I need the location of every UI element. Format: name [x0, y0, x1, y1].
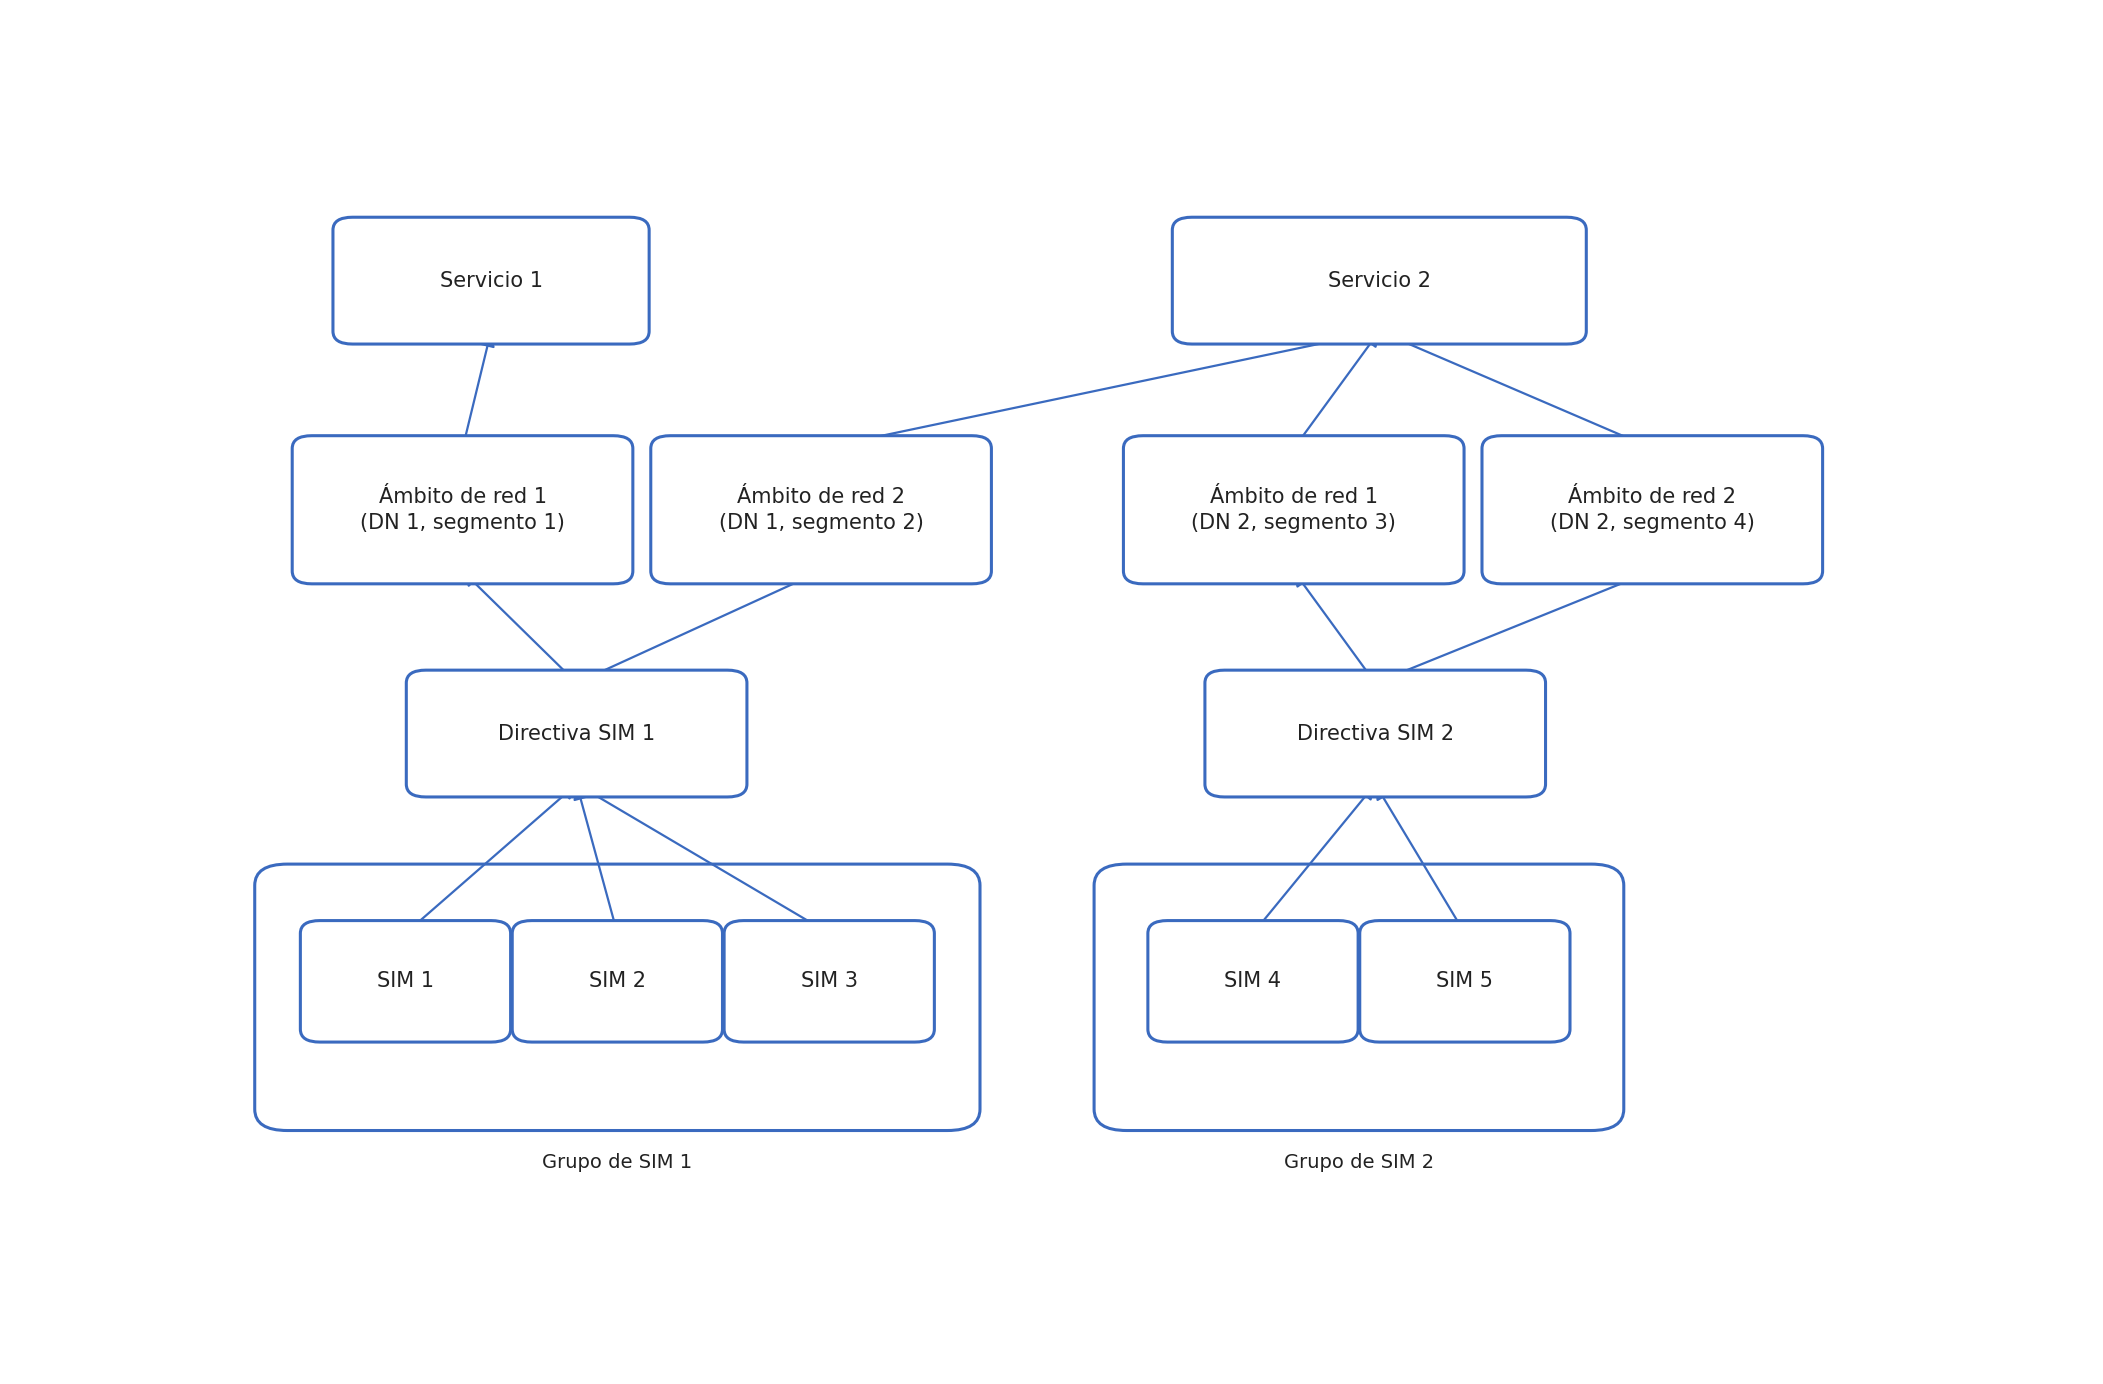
FancyBboxPatch shape [1205, 670, 1546, 797]
Text: Ámbito de red 2
(DN 1, segmento 2): Ámbito de red 2 (DN 1, segmento 2) [719, 487, 923, 533]
FancyBboxPatch shape [723, 920, 934, 1042]
Text: SIM 1: SIM 1 [376, 972, 433, 991]
Text: Ámbito de red 2
(DN 2, segmento 4): Ámbito de red 2 (DN 2, segmento 4) [1550, 487, 1754, 533]
FancyBboxPatch shape [254, 864, 980, 1131]
Text: SIM 3: SIM 3 [801, 972, 858, 991]
Text: SIM 2: SIM 2 [589, 972, 646, 991]
Text: SIM 4: SIM 4 [1224, 972, 1281, 991]
Text: Servicio 1: Servicio 1 [440, 271, 543, 291]
Text: Ámbito de red 1
(DN 2, segmento 3): Ámbito de red 1 (DN 2, segmento 3) [1190, 487, 1396, 533]
FancyBboxPatch shape [301, 920, 511, 1042]
FancyBboxPatch shape [650, 436, 991, 584]
Text: Directiva SIM 2: Directiva SIM 2 [1298, 724, 1453, 743]
Text: SIM 5: SIM 5 [1436, 972, 1493, 991]
FancyBboxPatch shape [1483, 436, 1823, 584]
Text: Ámbito de red 1
(DN 1, segmento 1): Ámbito de red 1 (DN 1, segmento 1) [360, 487, 566, 533]
FancyBboxPatch shape [513, 920, 723, 1042]
Text: Grupo de SIM 2: Grupo de SIM 2 [1283, 1153, 1434, 1172]
Text: Grupo de SIM 1: Grupo de SIM 1 [543, 1153, 692, 1172]
FancyBboxPatch shape [332, 217, 650, 345]
FancyBboxPatch shape [1123, 436, 1464, 584]
FancyBboxPatch shape [1171, 217, 1586, 345]
Text: Servicio 2: Servicio 2 [1327, 271, 1430, 291]
FancyBboxPatch shape [1148, 920, 1359, 1042]
FancyBboxPatch shape [292, 436, 633, 584]
FancyBboxPatch shape [406, 670, 747, 797]
FancyBboxPatch shape [1361, 920, 1571, 1042]
Text: Directiva SIM 1: Directiva SIM 1 [498, 724, 656, 743]
FancyBboxPatch shape [1094, 864, 1624, 1131]
